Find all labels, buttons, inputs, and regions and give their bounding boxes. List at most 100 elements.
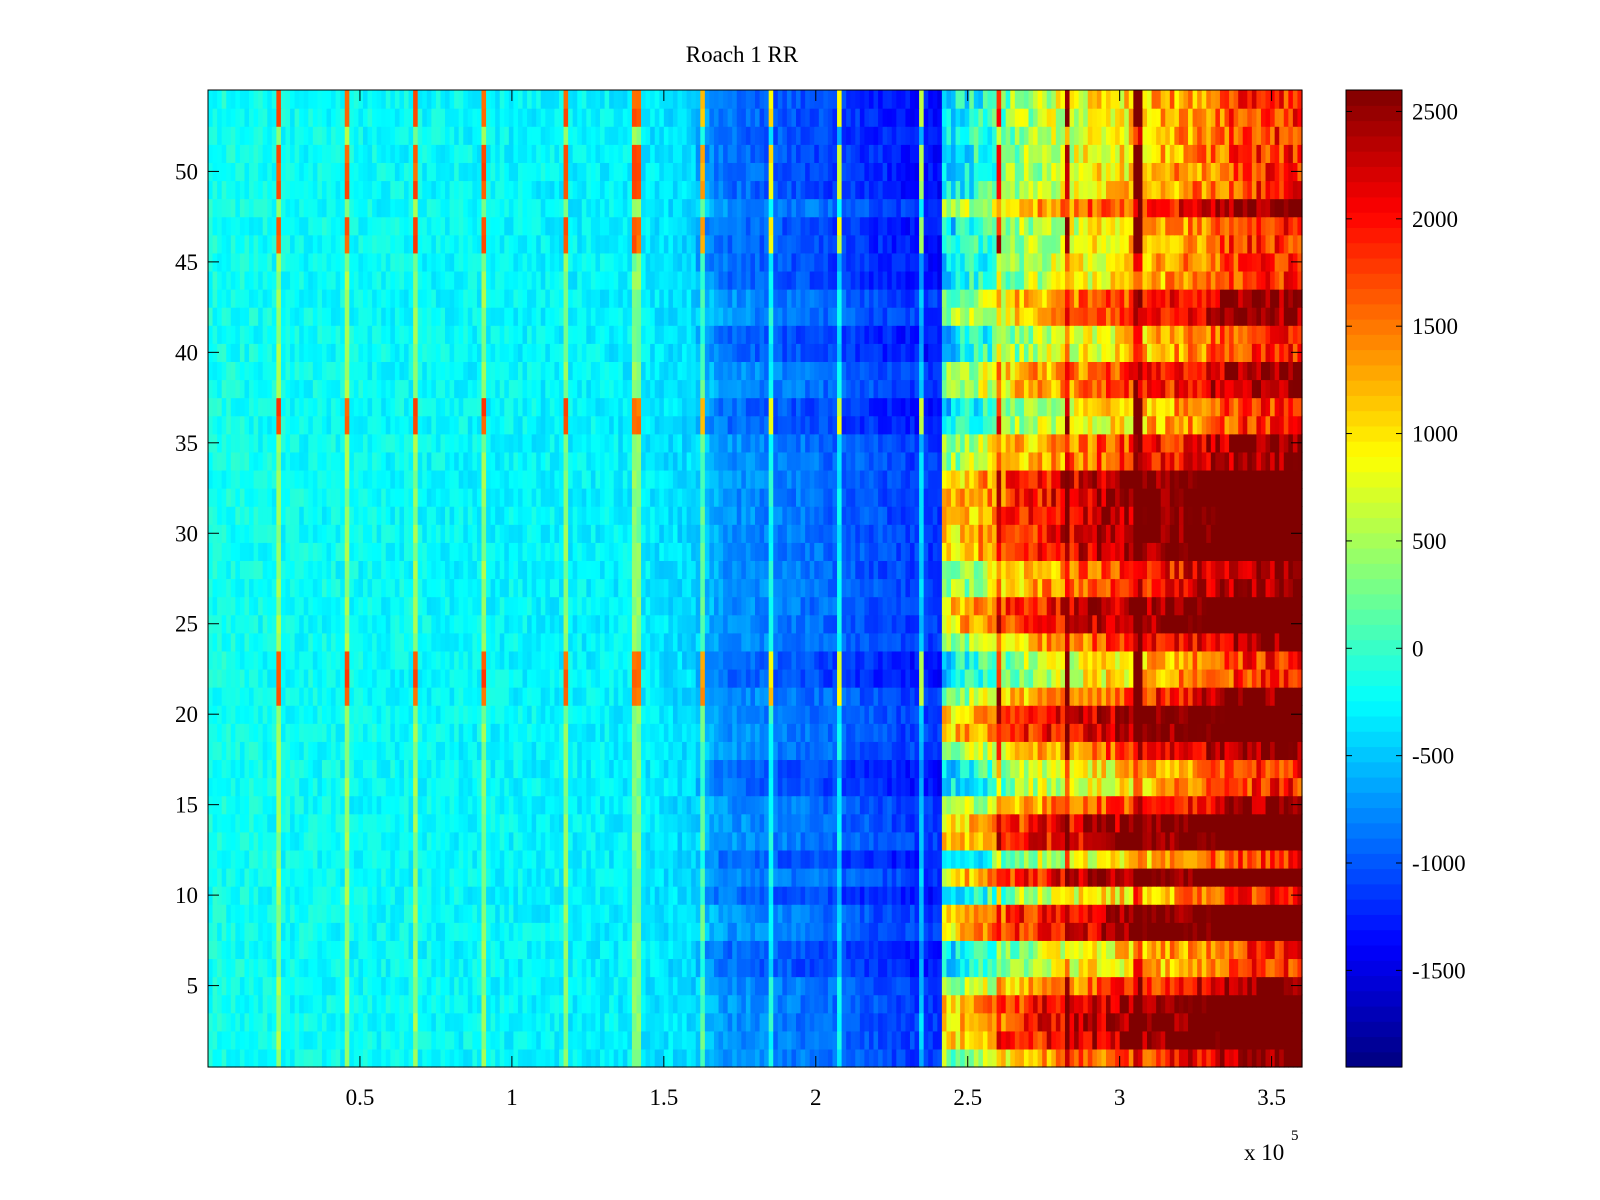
- heatmap-cell: [1238, 777, 1244, 797]
- heatmap-cell: [463, 994, 469, 1014]
- heatmap-cell: [832, 687, 838, 706]
- heatmap-cell: [1229, 741, 1235, 761]
- heatmap-cell: [486, 741, 492, 761]
- heatmap-cell: [882, 795, 888, 815]
- heatmap-cell: [540, 759, 546, 779]
- heatmap-cell: [1019, 976, 1025, 996]
- heatmap-cell: [385, 723, 391, 742]
- heatmap-cell: [394, 1048, 401, 1068]
- heatmap-cell: [1274, 849, 1280, 869]
- heatmap-cell: [490, 1048, 496, 1068]
- heatmap-cell: [1142, 940, 1148, 960]
- heatmap-cell: [727, 922, 733, 941]
- heatmap-cell: [1060, 831, 1066, 851]
- heatmap-cell: [654, 904, 660, 923]
- heatmap-cell: [1247, 904, 1253, 923]
- heatmap-cell: [445, 705, 451, 724]
- heatmap-cell: [782, 922, 788, 941]
- heatmap-cell: [1151, 976, 1157, 996]
- heatmap-cell: [1165, 940, 1171, 960]
- heatmap-cell: [987, 741, 993, 761]
- heatmap-cell: [914, 759, 920, 779]
- heatmap-cell: [1292, 759, 1299, 779]
- heatmap-cell: [827, 904, 834, 923]
- heatmap-cell: [1074, 922, 1080, 941]
- heatmap-cell: [700, 813, 706, 833]
- heatmap-cell: [969, 777, 975, 797]
- heatmap-cell: [549, 741, 556, 761]
- heatmap-cell: [235, 1030, 241, 1050]
- heatmap-cell: [882, 904, 888, 923]
- heatmap-cell: [221, 886, 227, 905]
- heatmap-cell: [404, 705, 410, 724]
- heatmap-cell: [969, 1048, 975, 1068]
- heatmap-cell: [262, 795, 268, 815]
- heatmap-cell: [987, 705, 993, 724]
- heatmap-cell: [554, 1048, 560, 1068]
- heatmap-cell: [358, 831, 364, 851]
- heatmap-cell: [827, 795, 834, 815]
- heatmap-cell: [399, 1012, 405, 1032]
- heatmap-cell: [882, 1048, 888, 1068]
- heatmap-cell: [358, 705, 364, 724]
- heatmap-cell: [358, 886, 364, 905]
- heatmap-cell: [312, 994, 318, 1014]
- heatmap-cell: [627, 687, 633, 706]
- heatmap-cell: [750, 940, 756, 960]
- heatmap-cell: [882, 723, 888, 742]
- heatmap-cell: [846, 994, 852, 1014]
- heatmap-cell: [1042, 831, 1048, 851]
- heatmap-cell: [809, 849, 815, 869]
- heatmap-cell: [1028, 813, 1034, 833]
- heatmap-cell: [481, 1030, 487, 1050]
- heatmap-cell: [486, 1048, 492, 1068]
- heatmap-cell: [1201, 795, 1207, 815]
- heatmap-cell: [1270, 1030, 1276, 1050]
- heatmap-cell: [508, 904, 515, 923]
- heatmap-cell: [1229, 904, 1235, 923]
- heatmap-cell: [855, 994, 861, 1014]
- heatmap-cell: [700, 831, 706, 851]
- heatmap-cell: [905, 904, 911, 923]
- heatmap-cell: [353, 886, 360, 905]
- heatmap-cell: [786, 867, 793, 887]
- heatmap-cell: [850, 994, 856, 1014]
- heatmap-cell: [531, 849, 537, 869]
- heatmap-cell: [773, 813, 779, 833]
- heatmap-cell: [499, 867, 505, 887]
- heatmap-cell: [1023, 867, 1030, 887]
- heatmap-cell: [1174, 705, 1180, 724]
- heatmap-cell: [741, 994, 747, 1014]
- heatmap-cell: [472, 741, 478, 761]
- heatmap-cell: [987, 759, 993, 779]
- heatmap-cell: [604, 940, 610, 960]
- heatmap-cell: [408, 723, 414, 742]
- heatmap-cell: [435, 777, 442, 797]
- heatmap-cell: [435, 849, 442, 869]
- heatmap-cell: [777, 867, 783, 887]
- heatmap-cell: [645, 759, 651, 779]
- heatmap-cell: [618, 759, 624, 779]
- heatmap-cell: [463, 795, 469, 815]
- heatmap-cell: [1201, 1048, 1207, 1068]
- heatmap-cell: [982, 723, 989, 742]
- heatmap-cell: [887, 994, 893, 1014]
- heatmap-cell: [1260, 940, 1267, 960]
- heatmap-cell: [1279, 958, 1285, 978]
- heatmap-cell: [1046, 1030, 1052, 1050]
- heatmap-cell: [235, 759, 241, 779]
- heatmap-cell: [814, 777, 820, 797]
- heatmap-cell: [645, 849, 651, 869]
- heatmap-cell: [941, 723, 948, 742]
- heatmap-cell: [290, 705, 296, 724]
- heatmap-cell: [1283, 958, 1289, 978]
- heatmap-cell: [996, 1048, 1002, 1068]
- heatmap-cell: [262, 687, 268, 706]
- heatmap-cell: [1270, 759, 1276, 779]
- heatmap-cell: [864, 994, 870, 1014]
- heatmap-cell: [1124, 831, 1130, 851]
- heatmap-cell: [1001, 976, 1007, 996]
- heatmap-cell: [750, 723, 756, 742]
- heatmap-cell: [1046, 723, 1052, 742]
- heatmap-cell: [1092, 759, 1098, 779]
